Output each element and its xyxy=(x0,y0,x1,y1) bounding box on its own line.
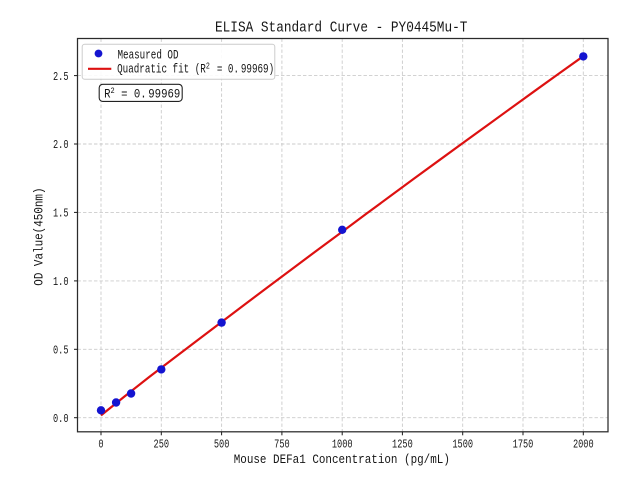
svg-text:2.5: 2.5 xyxy=(53,71,69,85)
svg-text:1750: 1750 xyxy=(513,438,534,452)
svg-text:1.5: 1.5 xyxy=(53,207,69,221)
svg-text:1250: 1250 xyxy=(392,438,413,452)
svg-text:0.0: 0.0 xyxy=(53,413,69,427)
svg-text:2.0: 2.0 xyxy=(53,139,69,153)
svg-text:Mouse DEFa1 Concentration (pg/: Mouse DEFa1 Concentration (pg/mL) xyxy=(234,452,450,467)
svg-text:Quadratic fit (R2 = 0.99969): Quadratic fit (R2 = 0. 99969) xyxy=(117,62,274,77)
svg-text:0.5: 0.5 xyxy=(53,344,69,358)
svg-text:ELISA Standard Curve - PY0445M: ELISA Standard Curve - PY0445Mu-T xyxy=(215,21,467,37)
svg-text:1000: 1000 xyxy=(332,438,353,452)
svg-text:0: 0 xyxy=(98,438,103,452)
svg-text:1.0: 1.0 xyxy=(53,276,69,290)
svg-text:750: 750 xyxy=(274,438,290,452)
svg-text:Measured OD: Measured OD xyxy=(118,49,179,63)
svg-text:OD Value(450nm): OD Value(450nm) xyxy=(32,187,47,285)
svg-text:1500: 1500 xyxy=(452,438,473,452)
svg-text:500: 500 xyxy=(214,438,230,452)
svg-text:250: 250 xyxy=(154,438,170,452)
svg-text:2000: 2000 xyxy=(573,438,594,452)
svg-text:R2 = 0.99969: R2 = 0. 99969 xyxy=(104,87,180,102)
